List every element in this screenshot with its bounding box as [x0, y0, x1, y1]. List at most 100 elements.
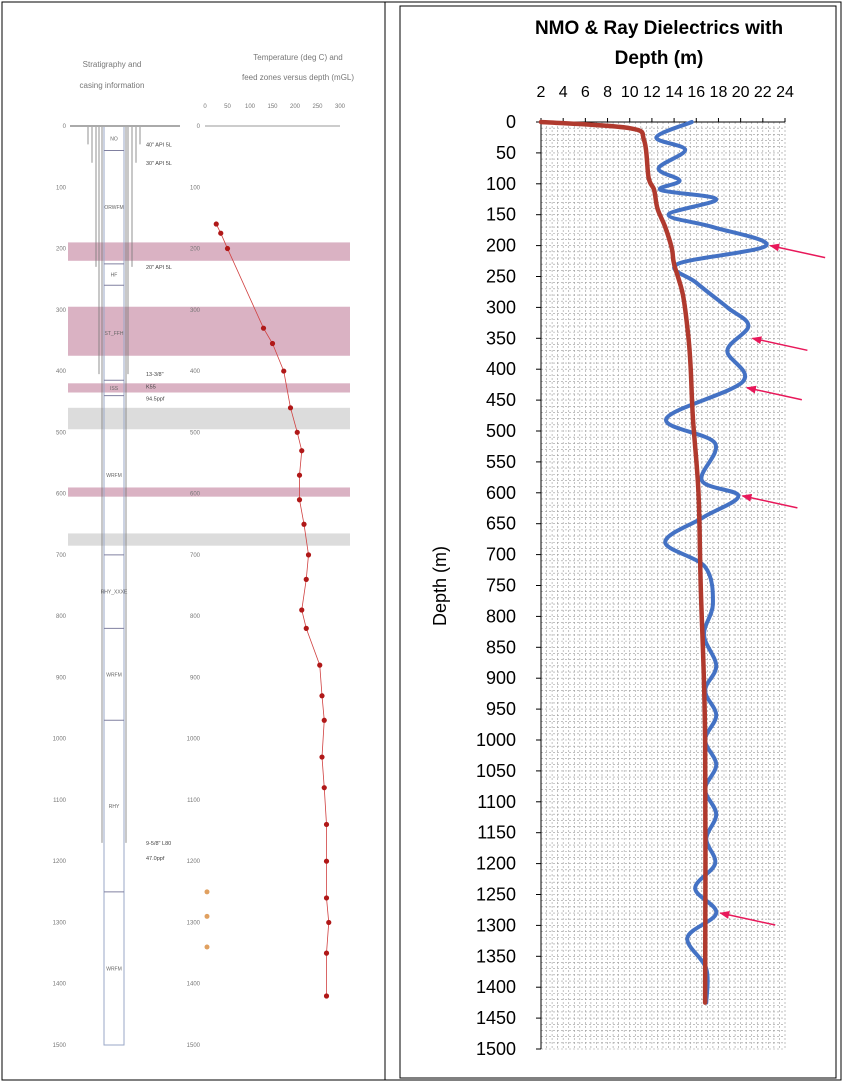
y-tick-label: 500	[486, 421, 516, 441]
temp-depth-tick-label: 1100	[187, 798, 201, 804]
casing-label: 94.5ppf	[146, 397, 165, 403]
stratigraphy-column: NO ORWFM HF ST_FFH ISS WRFM RHY_XXXE WRFM RHY WRF…	[87, 125, 172, 1046]
x-tick-label: 20	[732, 84, 750, 101]
temp-depth-tick-label: 500	[190, 430, 201, 436]
temperature-point	[296, 472, 303, 478]
left-depth-tick-label: 1000	[53, 737, 67, 743]
left-depth-tick-label: 1500	[53, 1043, 67, 1049]
feed-zone-band	[68, 407, 350, 430]
temp-depth-tick-label: 300	[190, 308, 201, 314]
orange-marker	[204, 913, 210, 919]
casing-label: K55	[146, 384, 156, 390]
x-tick-label: 16	[687, 84, 705, 101]
left-depth-tick-label: 100	[56, 185, 67, 191]
temp-tick-label: 150	[267, 104, 278, 110]
temperature-point	[260, 325, 267, 331]
left-depth-tick-label: 1100	[53, 798, 67, 804]
temp-header-line-2: feed zones versus depth (mGL)	[242, 73, 354, 82]
casing-label: 40" API 5L	[146, 142, 172, 148]
temp-depth-tick-label: 1000	[187, 737, 201, 743]
temperature-point	[281, 368, 287, 374]
temperature-point	[213, 221, 219, 227]
left-depth-tick-label: 300	[56, 308, 67, 314]
temp-depth-tick-label: 700	[190, 553, 201, 559]
temperature-point	[299, 607, 305, 613]
left-depth-tick-label: 1200	[53, 859, 67, 865]
casing-label: 47.0ppf	[146, 856, 165, 862]
left-depth-tick-label: 1300	[53, 920, 67, 926]
temp-depth-tick-label: 0	[197, 124, 201, 130]
temp-depth-tick-label: 800	[190, 614, 201, 620]
annotation-arrows	[719, 243, 826, 926]
series-line-2	[538, 119, 708, 1005]
y-tick-label: 1250	[476, 885, 516, 905]
temperature-profile	[204, 221, 332, 999]
temp-tick-label: 100	[245, 104, 256, 110]
temperature-point	[323, 993, 330, 999]
y-tick-label: 1400	[476, 977, 516, 997]
y-axis-tick-labels: 0 50 100 150 200 250 300 350 400 450 500 550 600 650 7…	[476, 112, 541, 1059]
feed-zone-band	[68, 242, 350, 261]
temperature-point	[321, 785, 327, 791]
feed-zone-band	[68, 306, 350, 356]
y-tick-label: 600	[486, 483, 516, 503]
left-depth-tick-label: 1400	[53, 982, 67, 988]
strat-header-line-1: Stratigraphy and	[83, 60, 142, 69]
left-well-log-panel: Stratigraphy and casing information Temp…	[53, 53, 355, 1049]
temp-depth-tick-label: 100	[190, 185, 201, 191]
y-tick-label: 50	[496, 143, 516, 163]
temp-depth-tick-label: 1200	[187, 859, 201, 865]
y-tick-label: 1150	[477, 823, 516, 843]
y-tick-label: 1100	[477, 792, 516, 812]
temperature-point	[321, 717, 327, 723]
temp-depth-tick-label: 1300	[187, 920, 201, 926]
right-panel-border	[399, 5, 837, 1079]
strat-unit-label: NO	[110, 136, 118, 142]
y-tick-label: 450	[486, 390, 516, 410]
y-tick-label: 150	[486, 205, 516, 225]
temperature-point	[323, 950, 330, 956]
x-tick-label: 8	[603, 84, 612, 101]
x-tick-label: 2	[537, 84, 546, 101]
x-tick-label: 6	[581, 84, 590, 101]
y-tick-label: 1200	[476, 854, 516, 874]
annotation-arrow	[719, 911, 776, 926]
temperature-point	[305, 552, 312, 558]
annotation-arrow	[745, 385, 803, 401]
strat-unit-label: ST_FFH	[105, 331, 124, 337]
temperature-point	[287, 405, 294, 411]
strat-unit-label: RHY_XXXE	[101, 590, 128, 596]
x-axis-tick-labels: 2 4 6 8 10 12 14 16 18 20 22 24	[537, 84, 794, 122]
feed-zone-band	[68, 487, 350, 497]
x-tick-label: 4	[559, 84, 568, 101]
x-tick-label: 18	[710, 84, 728, 101]
y-tick-label: 100	[486, 174, 516, 194]
temperature-point	[323, 895, 330, 901]
temperature-point	[296, 497, 303, 503]
temperature-point	[224, 245, 231, 252]
annotation-arrow	[741, 493, 798, 509]
chart-title-line-2: Depth (m)	[615, 48, 704, 69]
y-tick-label: 1300	[476, 915, 516, 935]
y-tick-label: 300	[486, 297, 516, 317]
temp-depth-tick-label: 1400	[187, 982, 201, 988]
temp-tick-label: 200	[290, 104, 301, 110]
strat-unit-label: WRFM	[106, 473, 122, 479]
y-tick-label: 1050	[476, 761, 516, 781]
y-tick-label: 1450	[476, 1008, 516, 1028]
y-tick-label: 900	[486, 668, 516, 688]
chart-grid	[540, 121, 786, 1050]
y-tick-label: 1000	[476, 730, 516, 750]
y-tick-label: 250	[486, 267, 516, 287]
y-tick-label: 700	[486, 545, 516, 565]
annotation-arrow	[751, 336, 808, 352]
left-depth-tick-label: 600	[56, 492, 67, 498]
temp-tick-label: 250	[312, 104, 323, 110]
strat-unit-label: ORWFM	[104, 205, 123, 211]
temperature-point	[299, 448, 305, 454]
y-tick-label: 0	[506, 112, 516, 132]
y-tick-label: 350	[486, 328, 516, 348]
